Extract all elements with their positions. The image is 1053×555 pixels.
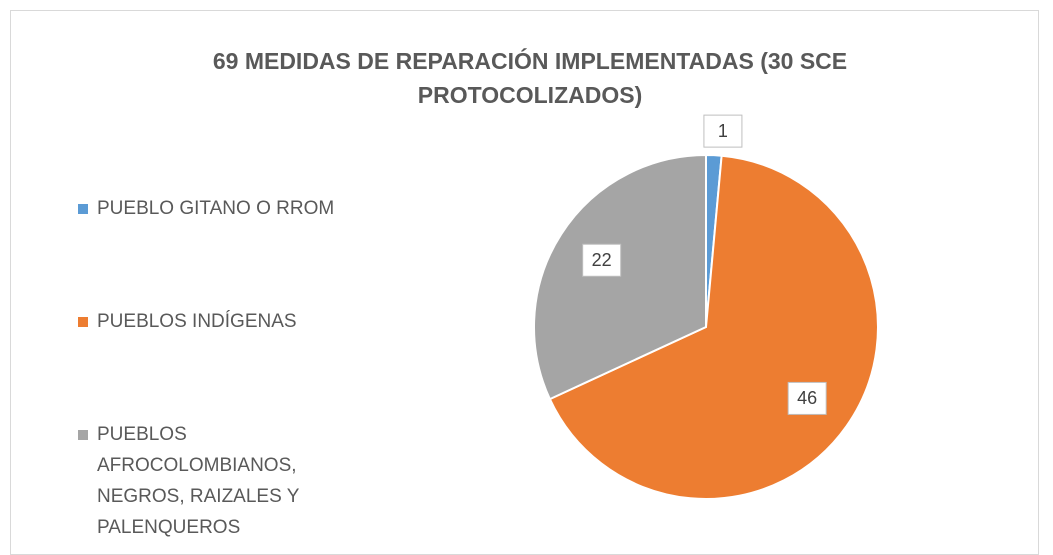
data-label-box: [787, 381, 827, 415]
legend-item: PUEBLOS AFROCOLOMBIANOS, NEGROS, RAIZALE…: [78, 419, 378, 543]
data-label: 22: [592, 250, 612, 270]
data-label: 1: [718, 121, 728, 141]
legend-item: PUEBLO GITANO O RROM: [78, 193, 378, 224]
data-label-box: [703, 114, 743, 148]
data-label-box: [582, 243, 622, 277]
pie-slice: [533, 153, 707, 401]
legend-item: PUEBLOS INDÍGENAS: [78, 306, 378, 337]
legend-swatch: [78, 204, 88, 214]
legend-swatch: [78, 430, 88, 440]
legend-swatch: [78, 317, 88, 327]
legend-label: PUEBLOS AFROCOLOMBIANOS, NEGROS, RAIZALE…: [97, 424, 300, 538]
legend-label: PUEBLO GITANO O RROM: [97, 198, 335, 219]
data-label: 46: [797, 388, 817, 408]
chart-title: 69 MEDIDAS DE REPARACIÓN IMPLEMENTADAS (…: [212, 48, 848, 108]
legend-label: PUEBLOS INDÍGENAS: [97, 311, 297, 332]
